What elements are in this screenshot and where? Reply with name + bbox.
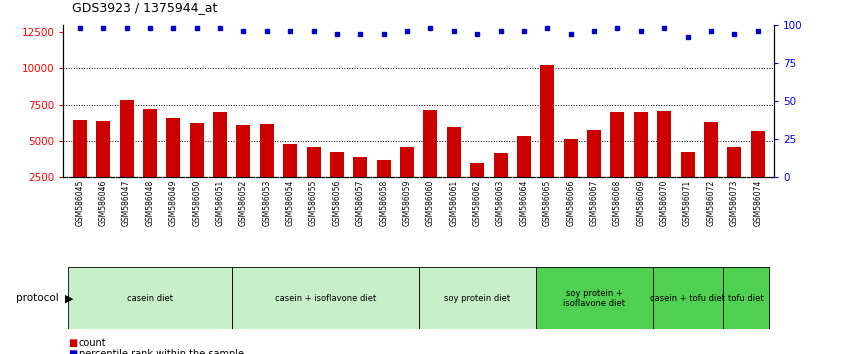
Bar — [354, 158, 367, 213]
Text: GSM586049: GSM586049 — [169, 180, 178, 226]
Text: GSM586060: GSM586060 — [426, 180, 435, 226]
Bar — [587, 130, 602, 213]
Bar — [119, 100, 134, 213]
Bar — [652, 267, 722, 329]
Text: GSM586048: GSM586048 — [146, 180, 155, 226]
Text: GSM586074: GSM586074 — [753, 180, 762, 226]
Text: GSM586072: GSM586072 — [706, 180, 716, 226]
Bar — [283, 144, 297, 213]
Text: GSM586068: GSM586068 — [613, 180, 622, 226]
Bar — [306, 147, 321, 213]
Text: protocol: protocol — [16, 293, 59, 303]
Bar — [143, 109, 157, 213]
Text: ■: ■ — [68, 338, 77, 348]
Text: GSM586047: GSM586047 — [122, 180, 131, 226]
Text: GSM586070: GSM586070 — [660, 180, 668, 226]
Text: GSM586073: GSM586073 — [730, 180, 739, 226]
Bar — [376, 160, 391, 213]
Bar — [563, 139, 578, 213]
Text: GSM586045: GSM586045 — [75, 180, 85, 226]
Text: casein + isoflavone diet: casein + isoflavone diet — [275, 294, 376, 303]
Bar — [657, 111, 671, 213]
Bar — [536, 267, 652, 329]
Text: GSM586052: GSM586052 — [239, 180, 248, 226]
Text: GSM586062: GSM586062 — [473, 180, 481, 226]
Text: soy protein diet: soy protein diet — [444, 294, 510, 303]
Bar — [634, 112, 648, 213]
Text: GSM586046: GSM586046 — [99, 180, 107, 226]
Text: GSM586063: GSM586063 — [496, 180, 505, 226]
Bar — [541, 65, 554, 213]
Bar — [400, 147, 414, 213]
Text: casein diet: casein diet — [127, 294, 173, 303]
Bar — [704, 122, 718, 213]
Text: GSM586056: GSM586056 — [332, 180, 342, 226]
Bar — [424, 110, 437, 213]
Text: ■: ■ — [68, 349, 77, 354]
Text: GSM586061: GSM586061 — [449, 180, 459, 226]
Bar — [167, 118, 180, 213]
Text: GSM586051: GSM586051 — [216, 180, 224, 226]
Bar — [236, 125, 250, 213]
Bar — [680, 152, 695, 213]
Bar — [447, 127, 461, 213]
Text: GDS3923 / 1375944_at: GDS3923 / 1375944_at — [72, 1, 217, 14]
Text: GSM586055: GSM586055 — [309, 180, 318, 226]
Bar — [728, 147, 741, 213]
Bar — [69, 267, 232, 329]
Bar — [96, 121, 110, 213]
Bar — [493, 153, 508, 213]
Text: GSM586059: GSM586059 — [403, 180, 412, 226]
Bar — [232, 267, 419, 329]
Text: GSM586054: GSM586054 — [286, 180, 294, 226]
Bar — [750, 131, 765, 213]
Text: GSM586050: GSM586050 — [192, 180, 201, 226]
Bar — [517, 136, 531, 213]
Bar — [260, 124, 274, 213]
Text: count: count — [79, 338, 107, 348]
Text: GSM586058: GSM586058 — [379, 180, 388, 226]
Text: casein + tofu diet: casein + tofu diet — [651, 294, 725, 303]
Bar — [190, 123, 204, 213]
Text: ▶: ▶ — [65, 293, 74, 303]
Text: percentile rank within the sample: percentile rank within the sample — [79, 349, 244, 354]
Bar — [330, 152, 344, 213]
Text: GSM586071: GSM586071 — [683, 180, 692, 226]
Bar — [722, 267, 769, 329]
Text: soy protein +
isoflavone diet: soy protein + isoflavone diet — [563, 289, 625, 308]
Bar — [73, 120, 87, 213]
Text: GSM586065: GSM586065 — [543, 180, 552, 226]
Text: GSM586066: GSM586066 — [566, 180, 575, 226]
Text: GSM586069: GSM586069 — [636, 180, 645, 226]
Text: GSM586067: GSM586067 — [590, 180, 599, 226]
Bar — [419, 267, 536, 329]
Text: tofu diet: tofu diet — [728, 294, 764, 303]
Bar — [611, 112, 624, 213]
Bar — [213, 112, 227, 213]
Text: GSM586053: GSM586053 — [262, 180, 272, 226]
Text: GSM586057: GSM586057 — [356, 180, 365, 226]
Text: GSM586064: GSM586064 — [519, 180, 529, 226]
Bar — [470, 162, 484, 213]
